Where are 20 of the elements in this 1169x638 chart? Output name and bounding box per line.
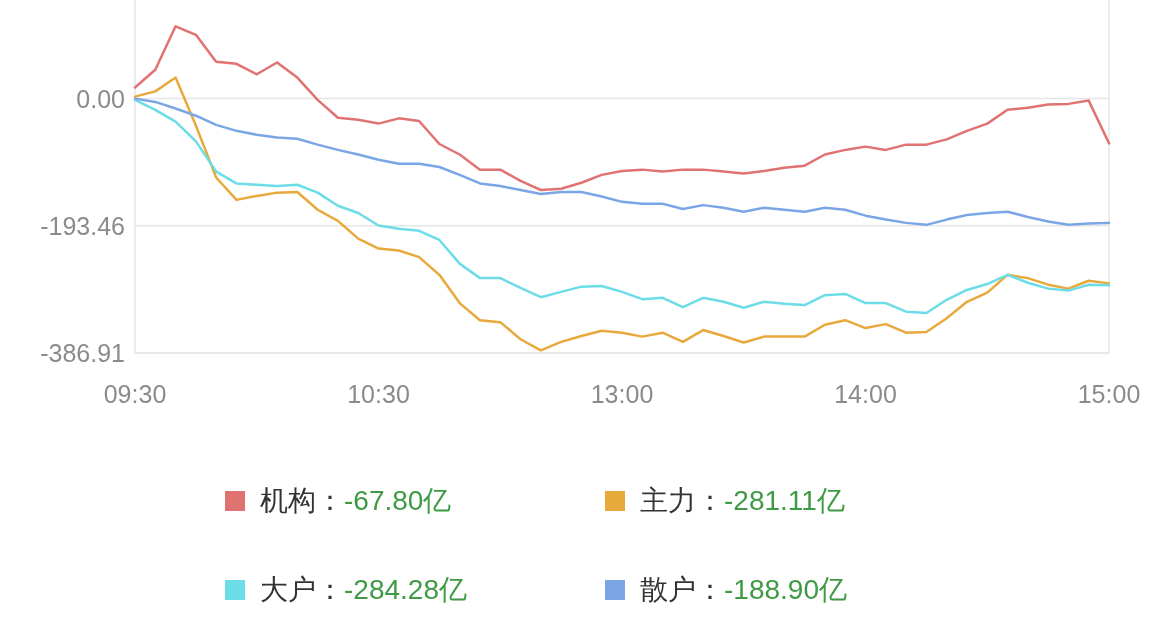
legend-label: 主力： [640, 485, 724, 516]
y-tick-label: -193.46 [40, 211, 125, 240]
line-series [133, 98, 1111, 315]
x-tick-label: 15:00 [1077, 380, 1141, 408]
x-tick-label: 14:00 [834, 380, 897, 408]
line-series [133, 25, 1111, 192]
legend-label: 机构： [260, 485, 344, 516]
legend-label: 散户： [640, 574, 724, 605]
y-tick-label: -386.91 [40, 339, 125, 367]
line-series [133, 76, 1111, 352]
text: -188.90亿 [724, 574, 847, 605]
text: -281.11亿 [724, 485, 845, 516]
x-tick-label: 09:30 [103, 380, 167, 408]
text: -67.80亿 [344, 485, 452, 516]
x-tick-label: 10:30 [347, 380, 410, 408]
y-tick-label: 0.00 [76, 84, 125, 113]
legend-label: 大户： [260, 574, 344, 605]
text: -284.28亿 [344, 574, 467, 605]
line-series [133, 97, 1111, 227]
x-tick-label: 13:00 [590, 380, 654, 408]
